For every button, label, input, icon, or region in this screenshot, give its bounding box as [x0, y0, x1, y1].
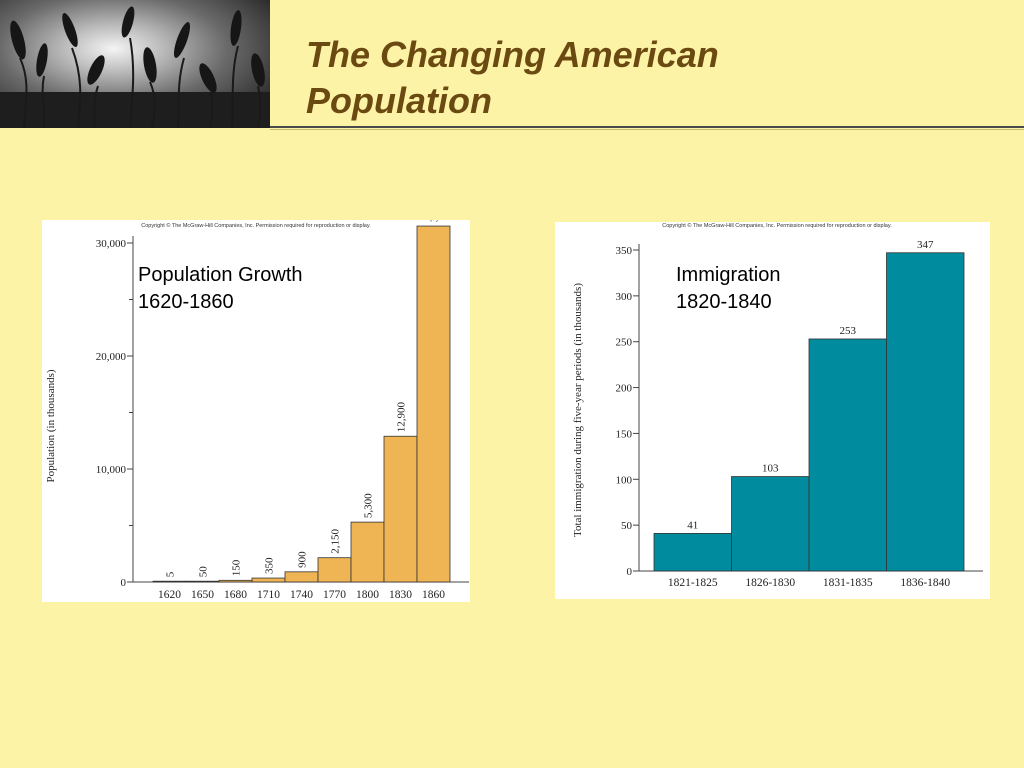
immigration-bar [886, 252, 965, 572]
population-value-label: 50 [198, 566, 210, 578]
population-category-label: 1800 [356, 589, 379, 601]
immigration-y-tick-label: 250 [616, 337, 633, 349]
immigration-category-label: 1831-1835 [823, 577, 873, 589]
immigration-category-label: 1826-1830 [745, 577, 795, 589]
population-bar [350, 521, 385, 583]
population-category-label: 1710 [257, 589, 280, 601]
immigration-ylabel: Total immigration during five-year perio… [572, 283, 584, 537]
population-value-label: 5,300 [363, 493, 375, 518]
population-bar [416, 225, 451, 583]
population-value-label: 350 [264, 557, 276, 574]
population-category-label: 1650 [191, 589, 214, 601]
population-value-label: 150 [231, 559, 243, 576]
slide-title-line1: The Changing American [306, 34, 719, 75]
population-bar [152, 580, 187, 583]
wheat-field-image [0, 0, 270, 128]
population-bar [284, 571, 319, 583]
immigration-y-tick-label: 50 [621, 520, 633, 532]
immigration-value-label: 347 [917, 239, 934, 251]
population-bar [251, 577, 286, 583]
immigration-category-label: 1836-1840 [900, 577, 950, 589]
immigration-y-tick-label: 0 [627, 566, 633, 578]
population-annotation-line2: 1620-1860 [138, 291, 234, 313]
population-category-label: 1770 [323, 589, 346, 601]
immigration-y-tick-label: 200 [616, 383, 633, 395]
immigration-annotation-line1: Immigration [676, 264, 781, 286]
population-value-label: 900 [297, 551, 309, 568]
slide-title: The Changing American Population [306, 32, 1006, 124]
population-bar [317, 557, 352, 583]
population-value-label: 2,150 [330, 528, 342, 553]
population-chart-panel: Copyright © The McGraw-Hill Companies, I… [42, 220, 470, 602]
immigration-copyright: Copyright © The McGraw-Hill Companies, I… [662, 222, 892, 229]
immigration-y-tick-label: 350 [616, 245, 633, 257]
title-divider-shadow [270, 129, 1024, 130]
immigration-value-label: 41 [687, 519, 698, 531]
population-category-label: 1830 [389, 589, 412, 601]
population-chart: Copyright © The McGraw-Hill Companies, I… [45, 220, 469, 601]
population-annotation: Population Growth 1620-1860 [138, 262, 303, 316]
immigration-chart-panel: Copyright © The McGraw-Hill Companies, I… [555, 222, 990, 599]
immigration-bar [653, 532, 732, 572]
population-category-label: 1740 [290, 589, 313, 601]
immigration-chart: Copyright © The McGraw-Hill Companies, I… [572, 222, 983, 589]
population-y-tick-label: 20,000 [96, 351, 127, 363]
immigration-bar [808, 338, 887, 572]
population-category-label: 1620 [158, 589, 181, 601]
immigration-value-label: 103 [762, 463, 779, 475]
population-ylabel: Population (in thousands) [45, 369, 57, 482]
immigration-y-tick-label: 150 [616, 428, 633, 440]
immigration-value-label: 253 [840, 325, 857, 337]
immigration-y-tick-label: 100 [616, 474, 633, 486]
population-value-label: 12,900 [396, 401, 408, 432]
population-bar [383, 435, 418, 583]
population-bar [218, 579, 253, 583]
slide-title-line2: Population [306, 80, 492, 121]
population-y-tick-label: 10,000 [96, 464, 127, 476]
immigration-y-tick-label: 300 [616, 291, 633, 303]
population-annotation-line1: Population Growth [138, 264, 303, 286]
population-copyright: Copyright © The McGraw-Hill Companies, I… [141, 222, 371, 229]
population-bar [185, 580, 220, 583]
population-category-label: 1860 [422, 589, 445, 601]
immigration-bar [731, 476, 810, 572]
immigration-category-label: 1821-1825 [668, 577, 718, 589]
immigration-annotation: Immigration 1820-1840 [676, 262, 780, 316]
population-y-tick-label: 0 [121, 577, 127, 589]
population-y-tick-label: 30,000 [96, 238, 127, 250]
immigration-annotation-line2: 1820-1840 [676, 291, 772, 313]
population-value-label: 31,500 [429, 220, 441, 222]
title-divider [270, 126, 1024, 128]
population-value-label: 5 [165, 571, 177, 577]
population-category-label: 1680 [224, 589, 247, 601]
